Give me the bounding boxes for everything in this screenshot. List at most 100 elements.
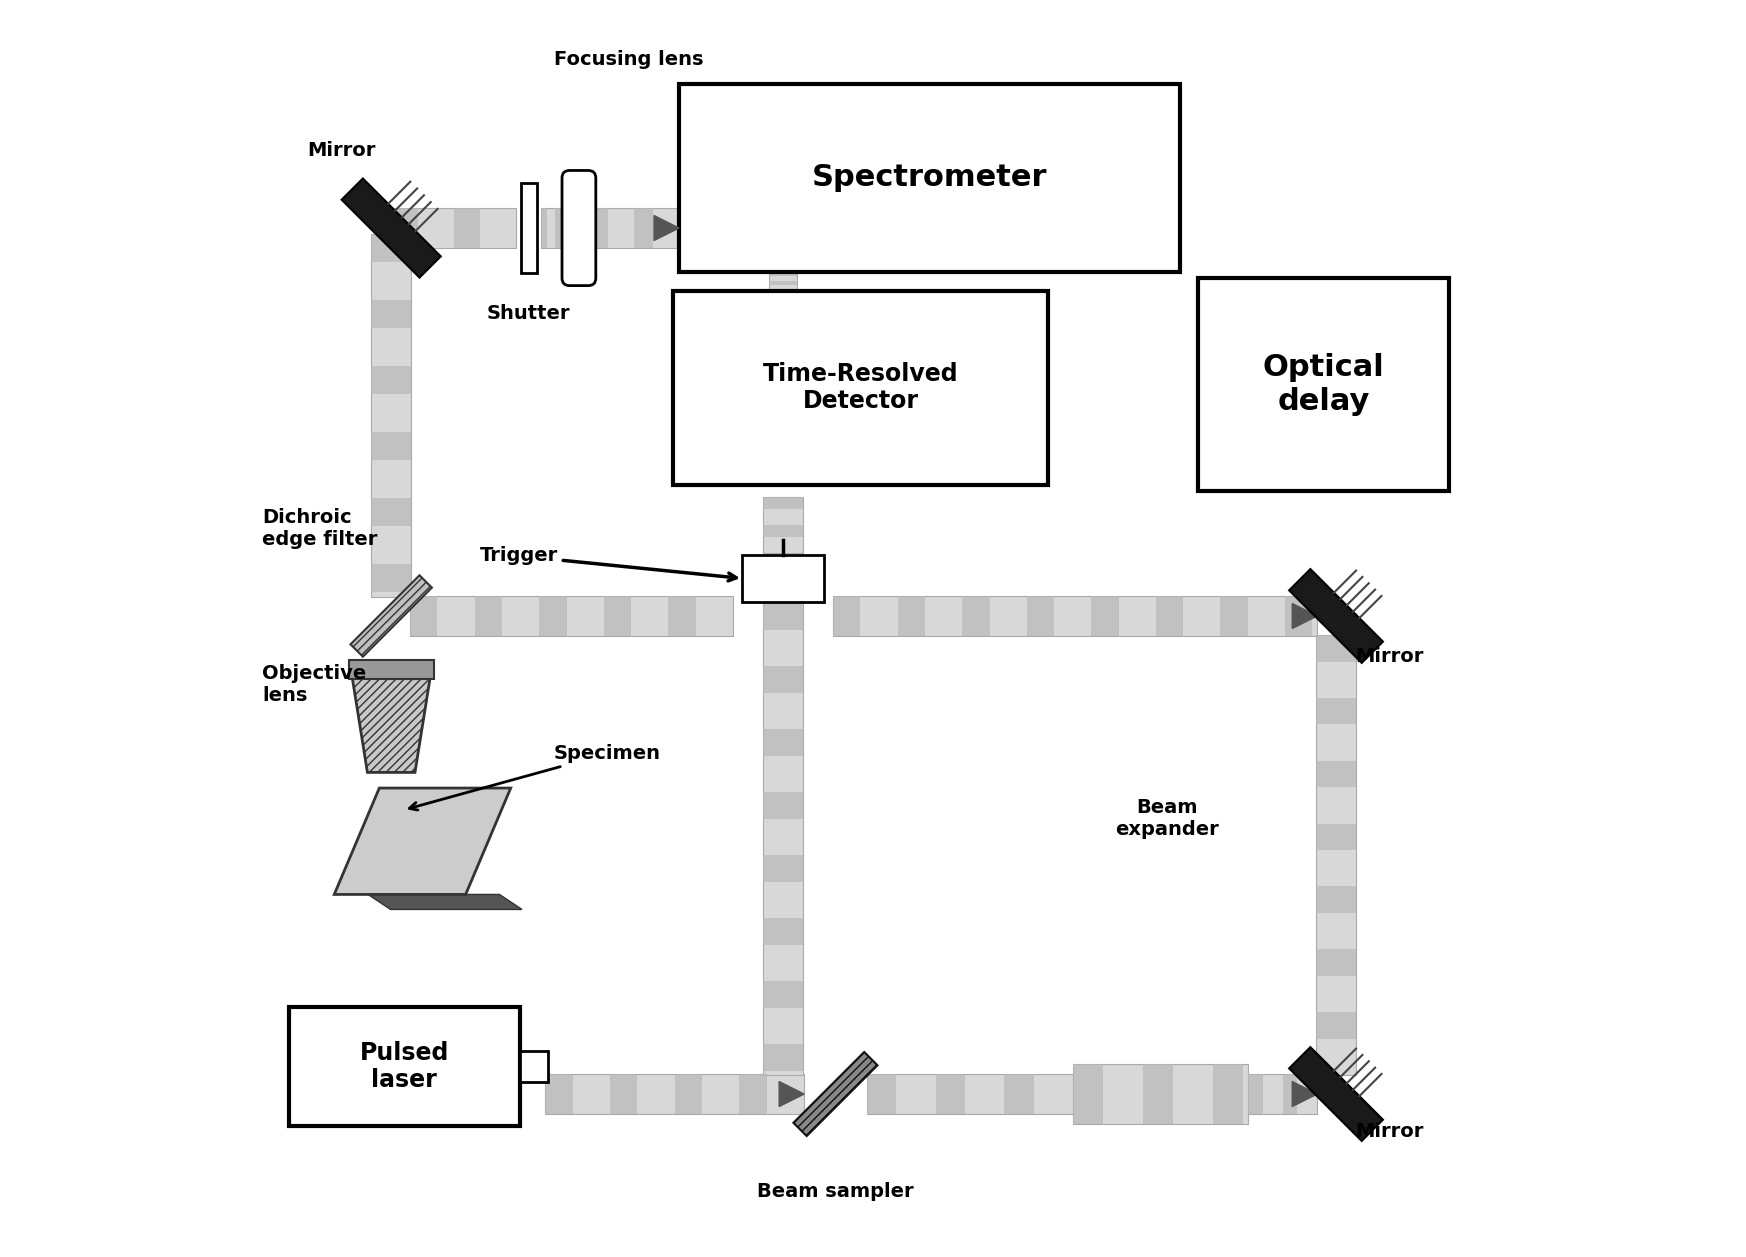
- Polygon shape: [763, 792, 803, 818]
- Polygon shape: [342, 178, 440, 278]
- Bar: [520, 184, 538, 273]
- Polygon shape: [763, 603, 803, 630]
- Polygon shape: [1156, 596, 1184, 636]
- Polygon shape: [763, 603, 803, 1075]
- Polygon shape: [763, 1043, 803, 1071]
- Polygon shape: [1316, 886, 1357, 914]
- Text: Optical
delay: Optical delay: [1262, 353, 1385, 416]
- Polygon shape: [333, 788, 512, 895]
- Polygon shape: [555, 207, 560, 248]
- Polygon shape: [674, 1073, 702, 1114]
- Polygon shape: [768, 272, 796, 290]
- Polygon shape: [1091, 596, 1119, 636]
- Text: Pulsed
laser: Pulsed laser: [360, 1041, 449, 1092]
- Polygon shape: [833, 596, 861, 636]
- Polygon shape: [588, 207, 608, 248]
- Text: Time-Resolved
Detector: Time-Resolved Detector: [763, 362, 959, 414]
- Polygon shape: [540, 596, 566, 636]
- Polygon shape: [1144, 1063, 1173, 1124]
- Polygon shape: [1220, 596, 1248, 636]
- Text: Mirror: Mirror: [1355, 646, 1423, 665]
- Polygon shape: [545, 1073, 573, 1114]
- Polygon shape: [1285, 596, 1313, 636]
- Polygon shape: [936, 1073, 966, 1114]
- Polygon shape: [372, 564, 412, 592]
- Polygon shape: [410, 596, 438, 636]
- Polygon shape: [763, 855, 803, 882]
- Polygon shape: [634, 207, 653, 248]
- Bar: [672, 290, 1048, 485]
- Polygon shape: [372, 366, 412, 395]
- Polygon shape: [763, 497, 803, 553]
- Polygon shape: [588, 207, 679, 248]
- Polygon shape: [833, 596, 1316, 636]
- Polygon shape: [1316, 698, 1357, 724]
- Polygon shape: [1316, 949, 1357, 977]
- Polygon shape: [768, 272, 796, 275]
- Polygon shape: [866, 1073, 896, 1114]
- Polygon shape: [1248, 1073, 1316, 1114]
- Polygon shape: [391, 207, 517, 248]
- Text: Objective
lens: Objective lens: [262, 664, 367, 705]
- Polygon shape: [372, 432, 412, 460]
- Bar: [349, 660, 433, 679]
- Polygon shape: [410, 596, 733, 636]
- Polygon shape: [372, 498, 412, 527]
- Polygon shape: [372, 234, 412, 597]
- Polygon shape: [475, 596, 503, 636]
- Polygon shape: [1283, 1073, 1297, 1114]
- Polygon shape: [353, 679, 430, 772]
- Bar: [520, 1052, 548, 1081]
- Polygon shape: [604, 596, 630, 636]
- Text: Spectrometer: Spectrometer: [812, 163, 1048, 192]
- Bar: [742, 554, 824, 602]
- Polygon shape: [1316, 635, 1357, 1075]
- Polygon shape: [1316, 1012, 1357, 1040]
- Polygon shape: [545, 1073, 805, 1114]
- Polygon shape: [897, 596, 925, 636]
- Polygon shape: [1248, 1073, 1262, 1114]
- Text: Mirror: Mirror: [1355, 1123, 1423, 1141]
- Polygon shape: [1289, 569, 1383, 662]
- Text: Mirror: Mirror: [307, 141, 375, 160]
- Polygon shape: [739, 1073, 766, 1114]
- Text: Beam
expander: Beam expander: [1116, 798, 1219, 840]
- Polygon shape: [1074, 1063, 1248, 1124]
- Polygon shape: [779, 1081, 805, 1106]
- Polygon shape: [1074, 1063, 1103, 1124]
- Text: Focusing lens: Focusing lens: [553, 49, 704, 69]
- Polygon shape: [669, 596, 695, 636]
- Text: Shutter: Shutter: [487, 304, 571, 323]
- Bar: [679, 84, 1180, 272]
- Text: Specimen: Specimen: [409, 744, 662, 810]
- Polygon shape: [368, 895, 522, 910]
- Text: Beam sampler: Beam sampler: [758, 1182, 913, 1202]
- Polygon shape: [655, 215, 679, 240]
- Polygon shape: [1316, 635, 1357, 661]
- Polygon shape: [763, 497, 803, 509]
- Polygon shape: [866, 1073, 1074, 1114]
- Polygon shape: [541, 207, 569, 248]
- Polygon shape: [1316, 823, 1357, 850]
- Polygon shape: [962, 596, 990, 636]
- Polygon shape: [351, 576, 431, 656]
- Polygon shape: [763, 729, 803, 755]
- Text: Dichroic
edge filter: Dichroic edge filter: [262, 508, 377, 549]
- Polygon shape: [454, 207, 480, 248]
- Polygon shape: [372, 300, 412, 328]
- FancyBboxPatch shape: [562, 171, 595, 285]
- Polygon shape: [1316, 760, 1357, 787]
- Polygon shape: [1213, 1063, 1243, 1124]
- Polygon shape: [541, 207, 546, 248]
- Polygon shape: [763, 980, 803, 1008]
- Polygon shape: [391, 207, 417, 248]
- Polygon shape: [768, 282, 796, 285]
- Polygon shape: [1004, 1073, 1034, 1114]
- Polygon shape: [372, 234, 412, 263]
- Polygon shape: [1289, 1047, 1383, 1141]
- Bar: [288, 1007, 520, 1126]
- Polygon shape: [763, 918, 803, 945]
- Polygon shape: [1027, 596, 1055, 636]
- Polygon shape: [1292, 1081, 1316, 1106]
- Polygon shape: [793, 1052, 878, 1136]
